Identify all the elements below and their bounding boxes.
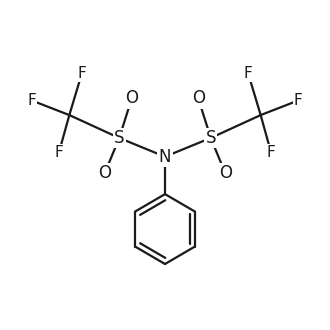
Text: F: F bbox=[54, 145, 63, 160]
Text: O: O bbox=[219, 164, 232, 182]
Text: N: N bbox=[159, 148, 171, 166]
Text: S: S bbox=[206, 129, 216, 147]
Text: F: F bbox=[27, 93, 36, 108]
Text: O: O bbox=[192, 89, 205, 108]
Text: S: S bbox=[114, 129, 124, 147]
Text: F: F bbox=[244, 66, 252, 81]
Text: O: O bbox=[98, 164, 111, 182]
Text: F: F bbox=[294, 93, 303, 108]
Text: F: F bbox=[78, 66, 86, 81]
Text: F: F bbox=[267, 145, 276, 160]
Text: O: O bbox=[125, 89, 138, 108]
